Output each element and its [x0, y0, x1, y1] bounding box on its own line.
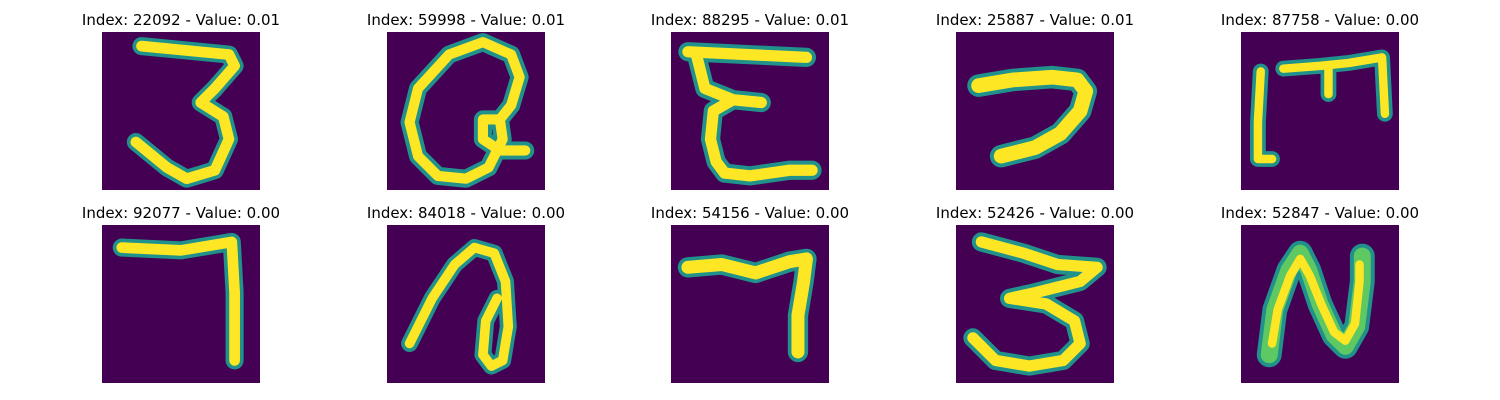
image-panel-6: Index: 92077 - Value: 0.00 [71, 203, 291, 393]
handwritten-glyph-image [671, 32, 829, 190]
image-panel-1: Index: 22092 - Value: 0.01 [71, 10, 291, 200]
handwritten-glyph-image [1241, 225, 1399, 383]
handwritten-glyph-image [387, 225, 545, 383]
image-panel-7: Index: 84018 - Value: 0.00 [356, 203, 576, 393]
panel-title: Index: 84018 - Value: 0.00 [366, 204, 566, 222]
image-panel-8: Index: 54156 - Value: 0.00 [640, 203, 860, 393]
image-panel-10: Index: 52847 - Value: 0.00 [1210, 203, 1430, 393]
panel-title: Index: 54156 - Value: 0.00 [650, 204, 850, 222]
panel-title: Index: 59998 - Value: 0.01 [366, 11, 566, 29]
handwritten-glyph-image [671, 225, 829, 383]
image-panel-2: Index: 59998 - Value: 0.01 [356, 10, 576, 200]
panel-title: Index: 92077 - Value: 0.00 [81, 204, 281, 222]
panel-title: Index: 25887 - Value: 0.01 [935, 11, 1135, 29]
panel-title: Index: 87758 - Value: 0.00 [1220, 11, 1420, 29]
handwritten-glyph-image [956, 32, 1114, 190]
handwritten-glyph-image [1241, 32, 1399, 190]
handwritten-glyph-image [102, 32, 260, 190]
image-panel-5: Index: 87758 - Value: 0.00 [1210, 10, 1430, 200]
handwritten-glyph-image [956, 225, 1114, 383]
image-panel-4: Index: 25887 - Value: 0.01 [925, 10, 1145, 200]
panel-title: Index: 88295 - Value: 0.01 [650, 11, 850, 29]
panel-title: Index: 22092 - Value: 0.01 [81, 11, 281, 29]
panel-title: Index: 52426 - Value: 0.00 [935, 204, 1135, 222]
panel-title: Index: 52847 - Value: 0.00 [1220, 204, 1420, 222]
handwritten-glyph-image [387, 32, 545, 190]
handwritten-glyph-image [102, 225, 260, 383]
image-panel-3: Index: 88295 - Value: 0.01 [640, 10, 860, 200]
image-panel-9: Index: 52426 - Value: 0.00 [925, 203, 1145, 393]
